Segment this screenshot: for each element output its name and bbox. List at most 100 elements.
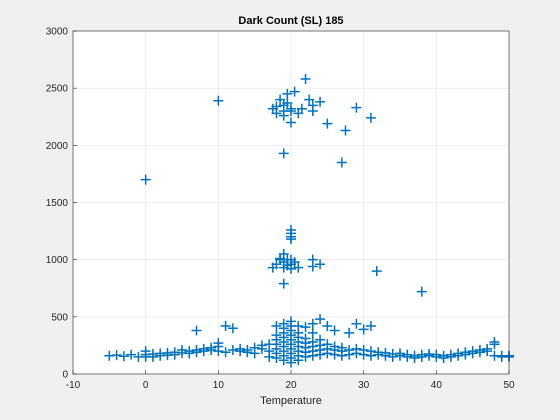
data-point — [380, 347, 391, 358]
data-point — [264, 351, 275, 362]
data-point — [351, 318, 362, 329]
data-point — [416, 286, 427, 297]
data-point — [293, 262, 304, 273]
data-point — [340, 125, 351, 136]
data-point — [315, 259, 326, 270]
data-point — [445, 349, 456, 360]
data-point — [304, 94, 315, 105]
data-point — [482, 343, 493, 354]
data-point — [409, 350, 420, 361]
data-point — [293, 320, 304, 331]
data-point — [402, 349, 413, 360]
data-point — [322, 339, 333, 350]
data-point — [278, 278, 289, 289]
data-point — [271, 330, 282, 341]
data-point — [271, 101, 282, 112]
data-point — [140, 346, 151, 357]
data-point — [489, 336, 500, 347]
data-point — [315, 334, 326, 345]
data-point — [322, 118, 333, 129]
data-point — [220, 347, 231, 358]
chart-title: Dark Count (SL) 185 — [238, 15, 343, 27]
data-point — [296, 103, 307, 114]
y-tick-label: 500 — [51, 312, 68, 323]
data-point — [322, 320, 333, 331]
data-point — [307, 318, 318, 329]
data-point — [351, 102, 362, 113]
x-tick-label: 0 — [143, 380, 149, 391]
data-point — [300, 74, 311, 85]
data-point — [286, 117, 296, 128]
y-tick-label: 2500 — [46, 84, 69, 95]
data-point — [278, 248, 289, 259]
data-point — [249, 348, 260, 359]
data-point — [431, 349, 442, 360]
y-tick-label: 2000 — [46, 141, 69, 152]
data-point — [300, 333, 311, 344]
data-point — [227, 344, 238, 355]
data-point — [289, 256, 300, 267]
data-point — [282, 98, 293, 109]
data-point — [227, 323, 238, 334]
data-point — [329, 325, 340, 336]
data-point — [118, 351, 129, 362]
data-point — [191, 347, 202, 358]
data-point — [344, 327, 355, 338]
data-point — [169, 349, 180, 360]
data-point — [282, 88, 293, 99]
data-point — [358, 344, 369, 355]
data-point — [365, 346, 376, 357]
data-point — [460, 347, 471, 358]
data-point — [358, 324, 369, 335]
data-point — [126, 349, 137, 360]
data-point — [344, 344, 355, 355]
data-point — [271, 320, 282, 331]
y-tick-label: 3000 — [46, 27, 69, 38]
data-point — [351, 343, 362, 354]
data-point — [213, 95, 224, 106]
data-point — [467, 346, 478, 357]
y-tick-label: 0 — [62, 370, 68, 381]
data-point — [329, 341, 340, 352]
x-tick-label: 20 — [285, 380, 297, 391]
x-tick-label: 40 — [431, 380, 443, 391]
data-point — [286, 103, 296, 114]
marker-layer — [104, 74, 514, 368]
data-point — [111, 350, 122, 361]
x-axis-label: Temperature — [260, 395, 322, 407]
data-point — [177, 344, 187, 355]
data-point — [371, 266, 382, 277]
data-point — [365, 112, 376, 123]
x-tick-label: 50 — [503, 380, 515, 391]
data-point — [474, 344, 485, 355]
data-point — [365, 320, 376, 331]
data-point — [307, 106, 318, 117]
data-point — [213, 338, 224, 349]
data-point — [191, 325, 202, 336]
data-point — [336, 157, 347, 168]
data-point — [147, 351, 158, 362]
data-point — [235, 343, 246, 354]
data-point — [242, 344, 253, 355]
data-point — [336, 342, 347, 353]
data-point — [307, 254, 318, 265]
y-tick-label: 1000 — [46, 255, 69, 266]
data-point — [286, 224, 296, 235]
data-point — [315, 96, 326, 107]
data-point — [453, 348, 464, 359]
x-tick-label: 30 — [358, 380, 370, 391]
data-point — [220, 320, 231, 331]
data-point — [278, 148, 289, 159]
data-point — [184, 348, 195, 359]
data-point — [206, 342, 217, 353]
data-point — [198, 346, 209, 357]
data-point — [278, 318, 289, 329]
x-tick-label: -10 — [66, 380, 81, 391]
data-point — [315, 314, 326, 325]
data-point — [286, 316, 296, 327]
data-point — [300, 322, 311, 333]
data-point — [438, 350, 449, 361]
data-point — [256, 340, 267, 351]
